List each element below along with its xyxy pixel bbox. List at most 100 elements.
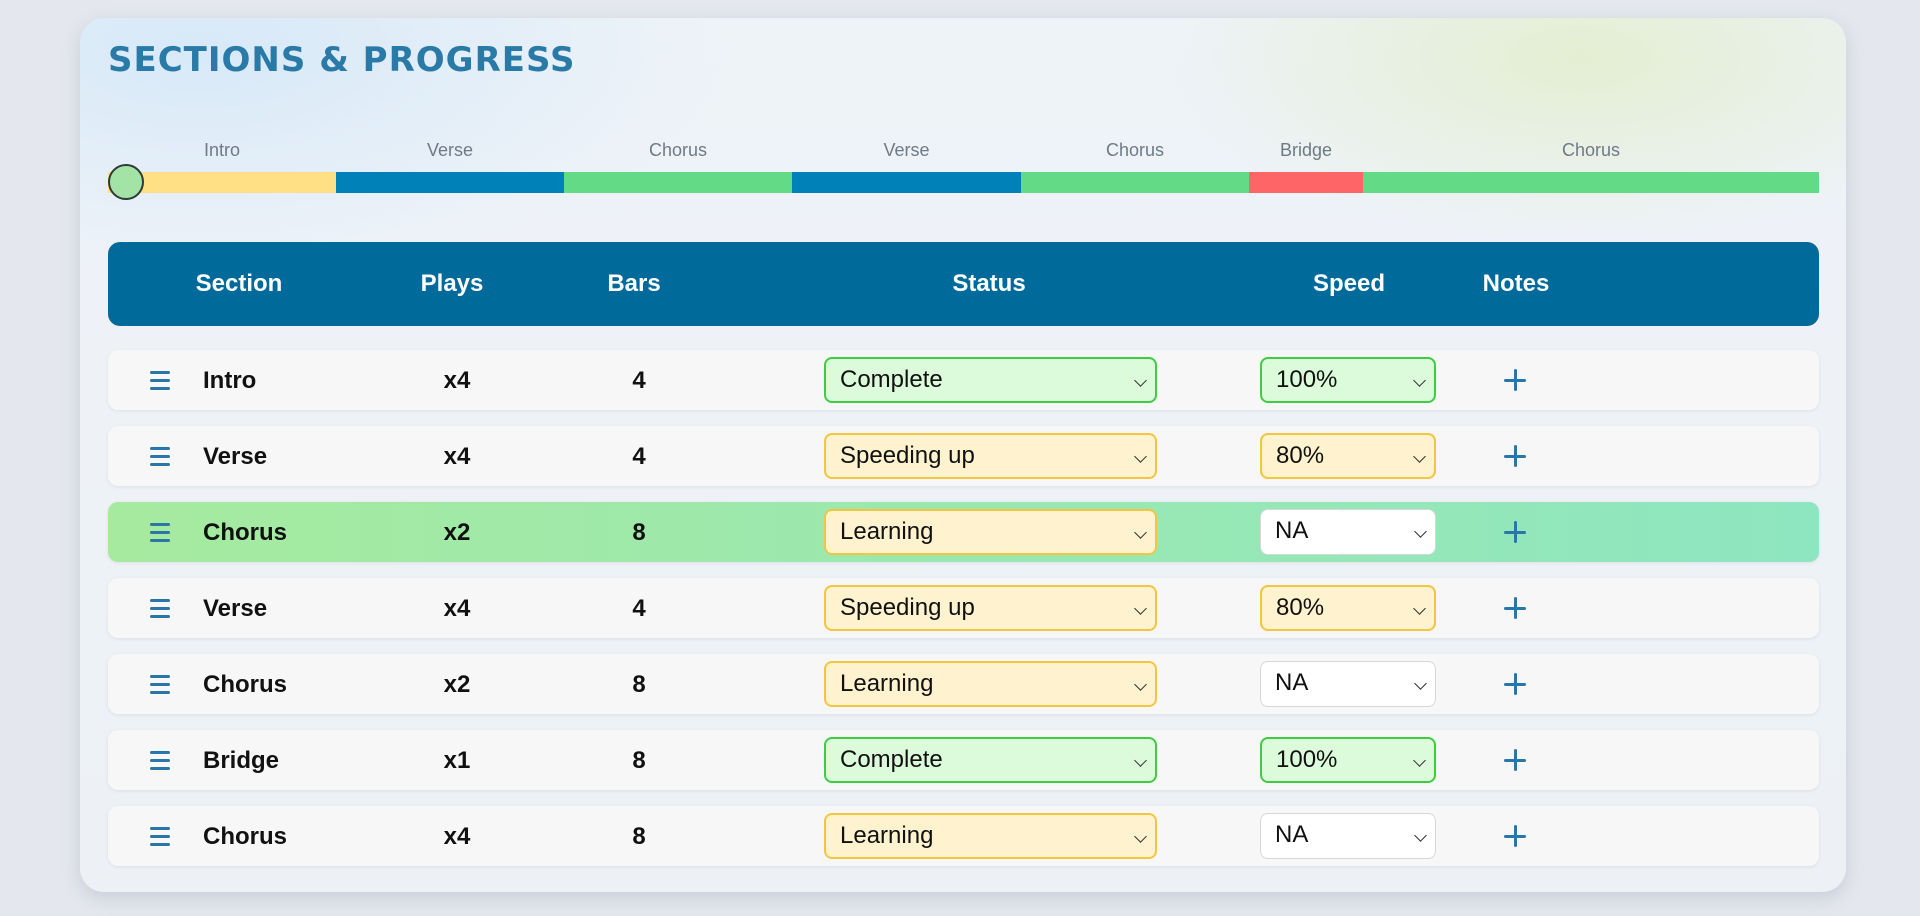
section-name: Chorus bbox=[203, 823, 287, 850]
speed-value: 80% bbox=[1276, 594, 1325, 621]
chevron-down-icon bbox=[1414, 525, 1427, 538]
status-select[interactable]: Speeding up bbox=[824, 585, 1157, 631]
table-row[interactable]: Chorus x2 8 Learning NA bbox=[108, 654, 1819, 714]
speed-select[interactable]: 80% bbox=[1260, 585, 1436, 631]
chevron-down-icon bbox=[1134, 678, 1147, 691]
chevron-down-icon bbox=[1413, 754, 1426, 767]
speed-value: NA bbox=[1275, 669, 1309, 696]
status-value: Learning bbox=[840, 822, 934, 849]
plus-icon[interactable] bbox=[1502, 747, 1528, 773]
drag-handle-icon[interactable] bbox=[150, 749, 170, 771]
plus-icon[interactable] bbox=[1502, 367, 1528, 393]
table-row[interactable]: Intro x4 4 Complete 100% bbox=[108, 350, 1819, 410]
timeline-label: Chorus bbox=[1561, 140, 1621, 160]
chevron-down-icon bbox=[1134, 526, 1147, 539]
status-select[interactable]: Learning bbox=[824, 661, 1157, 707]
status-select[interactable]: Complete bbox=[824, 357, 1157, 403]
plays-count: x4 bbox=[443, 443, 471, 470]
status-value: Complete bbox=[840, 746, 943, 773]
speed-select[interactable]: 100% bbox=[1260, 357, 1436, 403]
speed-select[interactable]: NA bbox=[1260, 813, 1436, 859]
bars-count: 4 bbox=[632, 595, 646, 622]
status-select[interactable]: Complete bbox=[824, 737, 1157, 783]
drag-handle-icon[interactable] bbox=[150, 673, 170, 695]
status-value: Learning bbox=[840, 670, 934, 697]
drag-handle-icon[interactable] bbox=[150, 369, 170, 391]
plus-icon[interactable] bbox=[1502, 595, 1528, 621]
chevron-down-icon bbox=[1414, 677, 1427, 690]
header-speed: Speed bbox=[1312, 270, 1386, 297]
timeline-label: Verse bbox=[883, 140, 930, 160]
section-name: Bridge bbox=[203, 747, 280, 774]
table-header: Section Plays Bars Status Speed Notes bbox=[108, 242, 1819, 326]
section-name: Verse bbox=[203, 443, 268, 470]
bars-count: 8 bbox=[632, 519, 646, 546]
page-title: SECTIONS & PROGRESS bbox=[108, 40, 576, 80]
timeline-label: Chorus bbox=[1105, 140, 1165, 160]
plays-count: x1 bbox=[443, 747, 471, 774]
drag-handle-icon[interactable] bbox=[150, 597, 170, 619]
section-name: Chorus bbox=[203, 519, 287, 546]
drag-handle-icon[interactable] bbox=[150, 825, 170, 847]
speed-value: 100% bbox=[1276, 746, 1338, 773]
section-timeline[interactable] bbox=[108, 172, 1819, 193]
speed-value: 100% bbox=[1276, 366, 1338, 393]
bars-count: 4 bbox=[632, 367, 646, 394]
bars-count: 4 bbox=[632, 443, 646, 470]
timeline-segment-chorus[interactable] bbox=[564, 172, 792, 193]
speed-select[interactable]: NA bbox=[1260, 661, 1436, 707]
timeline-segment-verse[interactable] bbox=[336, 172, 564, 193]
timeline-segment-chorus[interactable] bbox=[1021, 172, 1249, 193]
timeline-segment-chorus[interactable] bbox=[1363, 172, 1819, 193]
chevron-down-icon bbox=[1413, 450, 1426, 463]
timeline-label: Chorus bbox=[648, 140, 708, 160]
chevron-down-icon bbox=[1414, 829, 1427, 842]
bars-count: 8 bbox=[632, 747, 646, 774]
speed-value: NA bbox=[1275, 517, 1309, 544]
bars-count: 8 bbox=[632, 823, 646, 850]
timeline-segment-verse[interactable] bbox=[792, 172, 1021, 193]
header-bars: Bars bbox=[607, 270, 661, 297]
speed-value: 80% bbox=[1276, 442, 1325, 469]
status-value: Learning bbox=[840, 518, 934, 545]
status-value: Complete bbox=[840, 366, 943, 393]
plus-icon[interactable] bbox=[1502, 671, 1528, 697]
plays-count: x2 bbox=[443, 671, 471, 698]
chevron-down-icon bbox=[1134, 450, 1147, 463]
drag-handle-icon[interactable] bbox=[150, 521, 170, 543]
status-value: Speeding up bbox=[840, 594, 975, 621]
table-row[interactable]: Bridge x1 8 Complete 100% bbox=[108, 730, 1819, 790]
section-name: Intro bbox=[203, 367, 257, 394]
plus-icon[interactable] bbox=[1502, 519, 1528, 545]
speed-value: NA bbox=[1275, 821, 1309, 848]
plus-icon[interactable] bbox=[1502, 823, 1528, 849]
plays-count: x4 bbox=[443, 595, 471, 622]
section-name: Verse bbox=[203, 595, 268, 622]
speed-select[interactable]: 100% bbox=[1260, 737, 1436, 783]
chevron-down-icon bbox=[1413, 374, 1426, 387]
timeline-segment-bridge[interactable] bbox=[1249, 172, 1363, 193]
plus-icon[interactable] bbox=[1502, 443, 1528, 469]
status-select[interactable]: Speeding up bbox=[824, 433, 1157, 479]
speed-select[interactable]: 80% bbox=[1260, 433, 1436, 479]
chevron-down-icon bbox=[1134, 374, 1147, 387]
status-select[interactable]: Learning bbox=[824, 509, 1157, 555]
status-value: Speeding up bbox=[840, 442, 975, 469]
status-select[interactable]: Learning bbox=[824, 813, 1157, 859]
table-row[interactable]: Verse x4 4 Speeding up 80% bbox=[108, 426, 1819, 486]
speed-select[interactable]: NA bbox=[1260, 509, 1436, 555]
table-row[interactable]: Chorus x2 8 Learning NA bbox=[108, 502, 1819, 562]
plays-count: x4 bbox=[443, 367, 471, 394]
chevron-down-icon bbox=[1413, 602, 1426, 615]
header-status: Status bbox=[952, 270, 1026, 297]
table-row[interactable]: Chorus x4 8 Learning NA bbox=[108, 806, 1819, 866]
chevron-down-icon bbox=[1134, 754, 1147, 767]
chevron-down-icon bbox=[1134, 830, 1147, 843]
timeline-segment-intro[interactable] bbox=[108, 172, 336, 193]
header-notes: Notes bbox=[1482, 270, 1550, 297]
table-row[interactable]: Verse x4 4 Speeding up 80% bbox=[108, 578, 1819, 638]
drag-handle-icon[interactable] bbox=[150, 445, 170, 467]
playhead-handle[interactable] bbox=[108, 164, 144, 200]
bars-count: 8 bbox=[632, 671, 646, 698]
timeline-label: Intro bbox=[203, 140, 241, 160]
